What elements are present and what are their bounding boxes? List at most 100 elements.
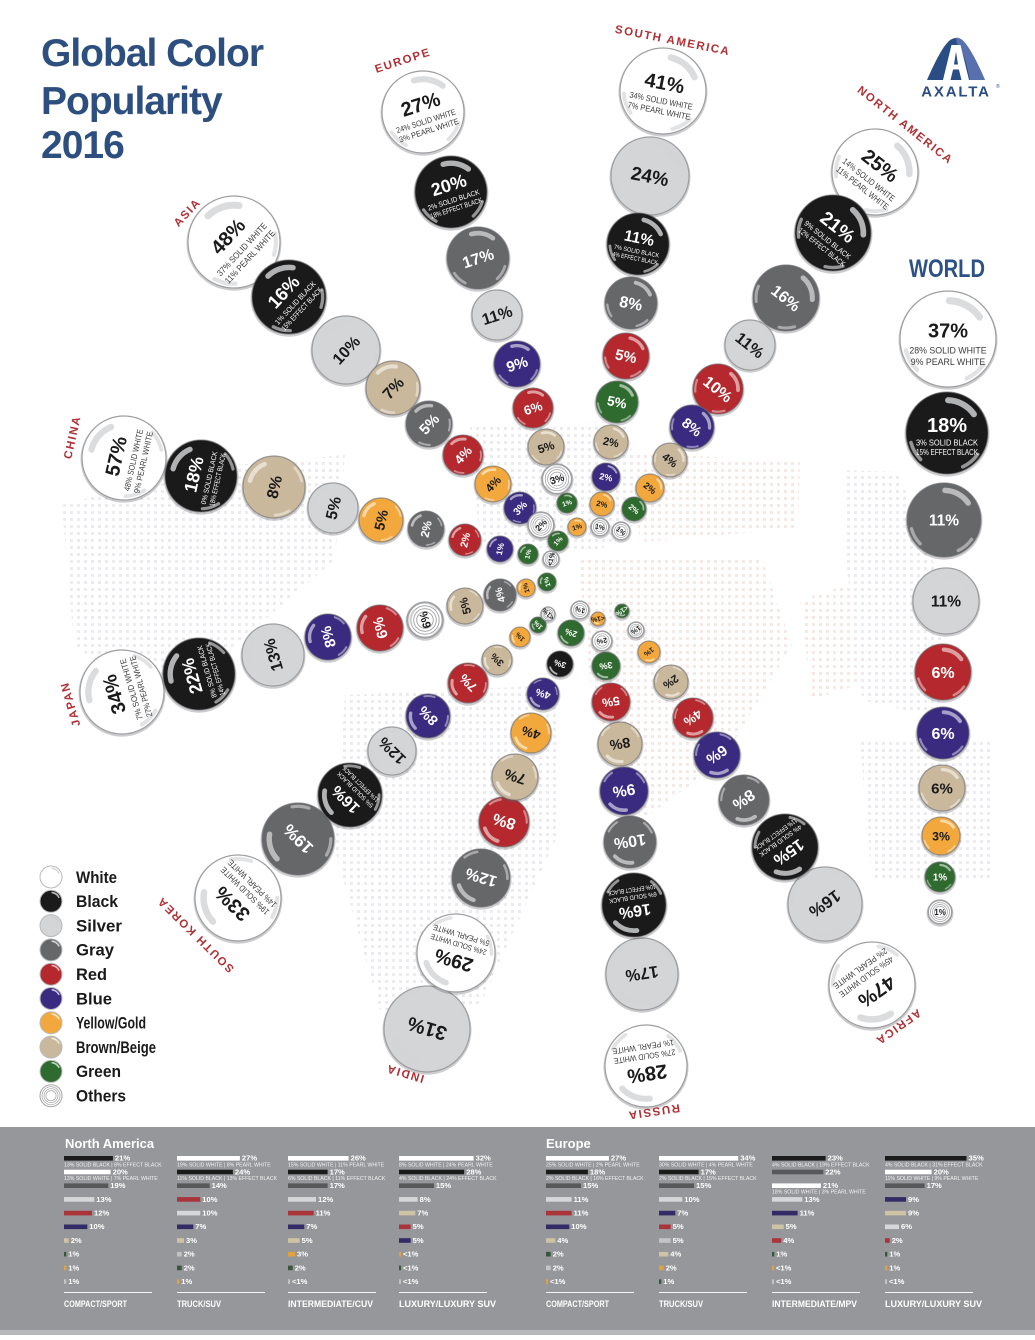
svg-text:2%: 2% — [596, 499, 609, 510]
svg-text:27%: 27% — [242, 1154, 257, 1163]
svg-text:16%: 16% — [618, 900, 652, 922]
svg-text:11% SOLID BLACK | 13% EFFECT B: 11% SOLID BLACK | 13% EFFECT BLACK — [177, 1176, 278, 1182]
svg-text:5%: 5% — [673, 1222, 684, 1231]
svg-text:18% SOLID WHITE | 3% PEARL WHI: 18% SOLID WHITE | 3% PEARL WHITE — [772, 1190, 866, 1196]
svg-text:9%: 9% — [908, 1209, 919, 1218]
svg-text:Europe: Europe — [546, 1136, 591, 1151]
svg-text:5%: 5% — [536, 439, 557, 457]
svg-text:2%: 2% — [602, 436, 620, 451]
svg-text:6%: 6% — [931, 665, 954, 682]
svg-text:4%: 4% — [783, 1236, 794, 1245]
svg-text:37%: 37% — [928, 321, 968, 343]
svg-text:14%: 14% — [212, 1181, 227, 1190]
svg-text:10%: 10% — [613, 830, 647, 852]
svg-text:9% PEARL WHITE: 9% PEARL WHITE — [911, 357, 986, 367]
svg-text:4% SOLID BLACK | 31% EFFECT BL: 4% SOLID BLACK | 31% EFFECT BLACK — [885, 1162, 983, 1168]
svg-text:17%: 17% — [927, 1181, 942, 1190]
svg-text:LUXURY/LUXURY SUV: LUXURY/LUXURY SUV — [885, 1299, 982, 1309]
svg-text:12%: 12% — [94, 1209, 109, 1218]
svg-text:1%: 1% — [562, 499, 574, 509]
svg-text:11%: 11% — [623, 227, 656, 250]
svg-text:2%: 2% — [599, 471, 614, 483]
svg-text:3% SOLID BLACK: 3% SOLID BLACK — [916, 438, 978, 447]
svg-text:5%: 5% — [413, 1236, 424, 1245]
svg-text:11%: 11% — [929, 513, 959, 530]
svg-text:<1%: <1% — [403, 1277, 419, 1286]
svg-text:TRUCK/SUV: TRUCK/SUV — [659, 1299, 703, 1309]
svg-text:INTERMEDIATE/CUV: INTERMEDIATE/CUV — [288, 1299, 373, 1309]
svg-text:Silver: Silver — [76, 917, 123, 935]
svg-text:27%: 27% — [611, 1154, 626, 1163]
svg-text:12%: 12% — [318, 1195, 333, 1204]
svg-text:28%: 28% — [466, 1167, 481, 1176]
svg-text:5%: 5% — [413, 1222, 424, 1231]
svg-text:8%: 8% — [618, 294, 644, 315]
svg-text:Green: Green — [76, 1063, 121, 1081]
svg-text:32%: 32% — [476, 1154, 491, 1163]
svg-text:10%: 10% — [202, 1195, 217, 1204]
svg-text:2%: 2% — [184, 1250, 195, 1259]
svg-text:<1%: <1% — [889, 1277, 905, 1286]
svg-text:1%: 1% — [68, 1250, 79, 1259]
svg-text:7%: 7% — [677, 1209, 688, 1218]
svg-text:17%: 17% — [330, 1167, 345, 1176]
svg-text:Blue: Blue — [76, 990, 112, 1008]
svg-text:6%: 6% — [901, 1222, 912, 1231]
svg-text:3%: 3% — [549, 472, 566, 487]
svg-text:11% SOLID WHITE | 9% PEARL WHI: 11% SOLID WHITE | 9% PEARL WHITE — [885, 1176, 979, 1182]
svg-text:7%: 7% — [195, 1222, 206, 1231]
svg-text:Black: Black — [76, 893, 119, 911]
svg-text:<1%: <1% — [776, 1277, 792, 1286]
svg-text:5%: 5% — [614, 346, 639, 367]
svg-text:1%: 1% — [889, 1250, 900, 1259]
svg-text:3%: 3% — [599, 660, 613, 672]
svg-text:19%: 19% — [110, 1181, 125, 1190]
svg-text:5%: 5% — [673, 1236, 684, 1245]
svg-text:LUXURY/LUXURY SUV: LUXURY/LUXURY SUV — [399, 1299, 496, 1309]
svg-text:10%: 10% — [684, 1195, 699, 1204]
svg-text:COMPACT/SPORT: COMPACT/SPORT — [546, 1299, 609, 1309]
svg-text:23%: 23% — [828, 1154, 843, 1163]
svg-text:1%: 1% — [68, 1263, 79, 1272]
svg-text:22%: 22% — [825, 1167, 840, 1176]
svg-text:13% SOLID BLACK | 8% EFFECT BL: 13% SOLID BLACK | 8% EFFECT BLACK — [64, 1162, 162, 1168]
svg-text:5%: 5% — [457, 595, 474, 615]
svg-text:1%: 1% — [594, 523, 605, 532]
svg-text:5%: 5% — [601, 693, 621, 709]
svg-text:5%: 5% — [786, 1222, 797, 1231]
svg-text:7%: 7% — [417, 1209, 428, 1218]
svg-text:10%: 10% — [89, 1222, 104, 1231]
svg-text:3%: 3% — [552, 657, 567, 670]
svg-text:North America: North America — [65, 1136, 155, 1151]
svg-text:6%: 6% — [931, 726, 954, 743]
svg-text:21%: 21% — [115, 1154, 130, 1163]
svg-text:Global Color: Global Color — [41, 32, 264, 75]
svg-text:13%: 13% — [804, 1195, 819, 1204]
svg-text:2%: 2% — [295, 1263, 306, 1272]
svg-text:1%: 1% — [553, 536, 565, 548]
svg-text:5%: 5% — [606, 393, 628, 412]
svg-text:2%: 2% — [563, 626, 578, 639]
svg-text:Gray: Gray — [76, 942, 115, 960]
svg-text:2%: 2% — [666, 1263, 677, 1272]
svg-text:17%: 17% — [624, 962, 660, 985]
svg-text:18%: 18% — [927, 415, 967, 437]
svg-text:COMPACT/SPORT: COMPACT/SPORT — [64, 1299, 127, 1309]
svg-text:1%: 1% — [533, 618, 545, 630]
svg-text:8%: 8% — [264, 474, 286, 500]
svg-text:<1%: <1% — [591, 614, 606, 623]
svg-text:17%: 17% — [330, 1181, 345, 1190]
svg-text:17%: 17% — [701, 1167, 716, 1176]
svg-text:24%: 24% — [235, 1167, 250, 1176]
svg-text:4% SOLID BLACK | 19% EFFECT BL: 4% SOLID BLACK | 19% EFFECT BLACK — [772, 1162, 870, 1168]
svg-text:1%: 1% — [933, 873, 947, 884]
svg-text:15%: 15% — [583, 1181, 598, 1190]
svg-text:1%: 1% — [522, 582, 531, 593]
svg-text:<1%: <1% — [403, 1250, 419, 1259]
svg-text:Yellow/Gold: Yellow/Gold — [76, 1015, 146, 1033]
svg-text:5%: 5% — [323, 495, 345, 521]
svg-text:21%: 21% — [823, 1181, 838, 1190]
svg-text:WORLD: WORLD — [909, 255, 985, 283]
svg-text:1%: 1% — [68, 1277, 79, 1286]
svg-text:2%: 2% — [184, 1263, 195, 1272]
